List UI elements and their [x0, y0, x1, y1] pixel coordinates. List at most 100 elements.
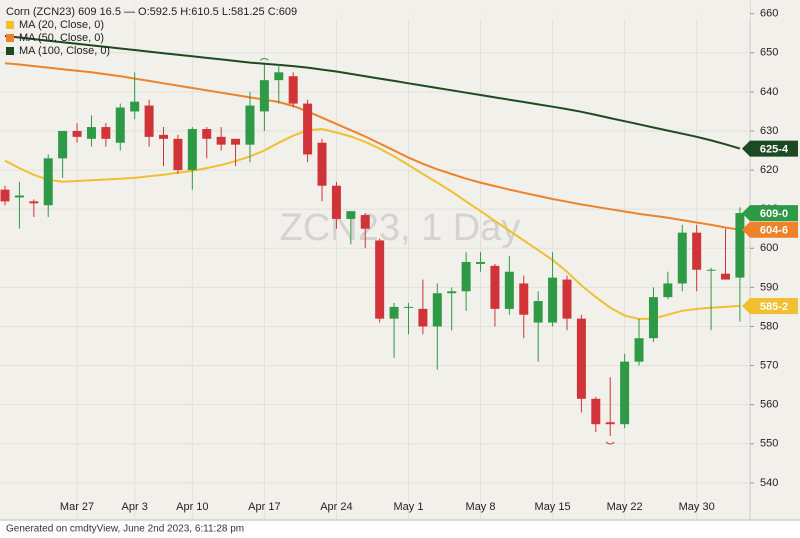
- grid: 540550560570580590600610620630640650660M…: [0, 0, 778, 520]
- candle-body: [605, 422, 615, 425]
- candle-body: [663, 283, 673, 298]
- legend-swatch: [6, 34, 14, 42]
- ma-line: [4, 35, 741, 150]
- candle-body: [317, 142, 327, 186]
- candle-body: [259, 80, 269, 112]
- y-tick-label: 640: [760, 86, 778, 98]
- candle-body: [331, 185, 341, 219]
- ma-price-tag-bg: [742, 140, 798, 157]
- candle-body: [389, 306, 399, 319]
- marks: [0, 35, 745, 445]
- candle-body: [735, 213, 745, 278]
- candle-body: [231, 138, 241, 145]
- candle-body: [346, 211, 356, 219]
- footer: Generated on cmdtyView, June 2nd 2023, 6…: [6, 524, 244, 535]
- candle-body: [245, 105, 255, 145]
- y-tick-label: 620: [760, 164, 778, 176]
- legend-label: MA (20, Close, 0): [19, 19, 104, 31]
- candle-body: [187, 129, 197, 171]
- x-tick-label: May 30: [679, 501, 715, 513]
- low-marker: [605, 441, 615, 445]
- y-tick-label: 580: [760, 320, 778, 332]
- price-tags: 585-2 604-6 625-4 609-0: [742, 140, 798, 314]
- y-tick-label: 650: [760, 47, 778, 59]
- x-tick-label: May 15: [535, 501, 571, 513]
- plot-background: [0, 0, 800, 520]
- ma-price-tag: 604-6: [760, 225, 788, 237]
- candle-body: [14, 195, 24, 198]
- candle-body: [548, 277, 558, 323]
- x-tick-label: Apr 24: [320, 501, 352, 513]
- candle-body: [0, 189, 10, 202]
- candle-body: [159, 134, 169, 139]
- candle-body: [461, 261, 471, 292]
- candle-body: [130, 101, 140, 112]
- ma-price-tag-bg: [742, 221, 798, 238]
- candle-body: [303, 103, 313, 155]
- candle-body: [721, 273, 730, 280]
- candle-body: [476, 261, 486, 264]
- x-tick-label: Apr 17: [248, 501, 280, 513]
- legend-label: MA (50, Close, 0): [19, 32, 104, 44]
- ma-price-tag: 625-4: [760, 143, 789, 155]
- candle-body: [216, 136, 226, 145]
- candle-body: [72, 130, 82, 137]
- candle-body: [432, 293, 442, 327]
- candle-body: [562, 279, 572, 319]
- candle-body: [202, 129, 212, 139]
- candle-body: [58, 130, 68, 159]
- ma-line: [4, 127, 740, 321]
- legend-label: MA (100, Close, 0): [19, 45, 110, 57]
- candle-body: [519, 283, 529, 315]
- candle-body: [375, 240, 385, 319]
- x-tick-label: Apr 3: [122, 501, 148, 513]
- candle-body: [288, 76, 298, 104]
- x-tick-label: Apr 10: [176, 501, 208, 513]
- candle-body: [533, 301, 543, 323]
- y-tick-label: 600: [760, 242, 778, 254]
- candle-body: [447, 291, 457, 294]
- legend-swatch: [6, 21, 14, 29]
- candle-body: [43, 158, 53, 206]
- y-tick-label: 630: [760, 125, 778, 137]
- candle-body: [274, 72, 284, 81]
- legend-swatch: [6, 47, 14, 55]
- candle-body: [706, 269, 716, 271]
- candle-body: [692, 232, 702, 270]
- y-tick-label: 540: [760, 477, 778, 489]
- candle-body: [576, 318, 586, 399]
- y-tick-label: 590: [760, 281, 778, 293]
- ma-line: [4, 62, 741, 231]
- x-tick-label: May 22: [607, 501, 643, 513]
- candle-body: [29, 201, 39, 204]
- ma-price-tag-bg: [742, 297, 798, 314]
- candle-body: [490, 265, 500, 309]
- chart-title: Corn (ZCN23) 609 16.5 — O:592.5 H:610.5 …: [6, 6, 297, 18]
- candle-body: [504, 271, 514, 309]
- candle-body: [115, 107, 125, 143]
- y-tick-label: 660: [760, 8, 778, 20]
- close-price-tag-bg: [742, 205, 798, 222]
- candle-body: [634, 338, 644, 362]
- candle-body: [620, 361, 630, 425]
- header-background: [0, 0, 750, 20]
- candle-body: [173, 138, 183, 171]
- candle-body: [101, 127, 111, 139]
- x-tick-label: Mar 27: [60, 501, 94, 513]
- y-tick-label: 560: [760, 399, 778, 411]
- candle-body: [403, 306, 413, 308]
- candle-body: [360, 215, 370, 229]
- x-tick-label: May 1: [393, 501, 423, 513]
- high-marker: [259, 58, 269, 61]
- ma-price-tag: 585-2: [760, 301, 788, 313]
- x-tick-label: May 8: [466, 501, 496, 513]
- y-tick-label: 570: [760, 359, 778, 371]
- candle-body: [648, 297, 658, 339]
- candle-body: [418, 308, 428, 327]
- legend: MA (20, Close, 0)MA (50, Close, 0)MA (10…: [6, 19, 110, 57]
- candle-body: [144, 105, 154, 137]
- close-price-tag: 609-0: [760, 208, 788, 220]
- candle-body: [86, 127, 96, 139]
